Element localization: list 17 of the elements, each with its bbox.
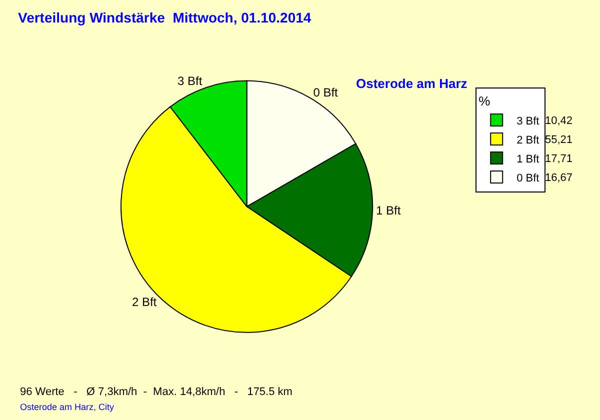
legend-label: 0 Bft [516,172,540,184]
data-label: 17,71 [545,153,573,165]
slice-label: 3 Bft [178,74,203,88]
legend-label: 2 Bft [516,134,540,146]
data-label: 16,67 [545,172,573,184]
data-label: 10,42 [545,115,573,127]
legend-label: 3 Bft [516,115,540,128]
data-label: 55,21 [545,134,573,146]
chart-title: Verteilung Windstärke Mittwoch, 01.10.2014 [18,9,312,26]
text: 96 Werte - Ø 7,3km/h - Max. 14,8km/h - 175.5 km [20,386,292,398]
slice-label: 0 Bft [313,85,339,100]
slice-label: 2 Bft [132,295,158,310]
legend-title: % [478,94,491,108]
text: Osterode am Harz, City [20,402,115,412]
slice-label: 1 Bft [376,204,402,218]
chart-subtitle: Osterode am Harz [356,76,468,91]
legend-label: 1 Bft [516,153,540,166]
